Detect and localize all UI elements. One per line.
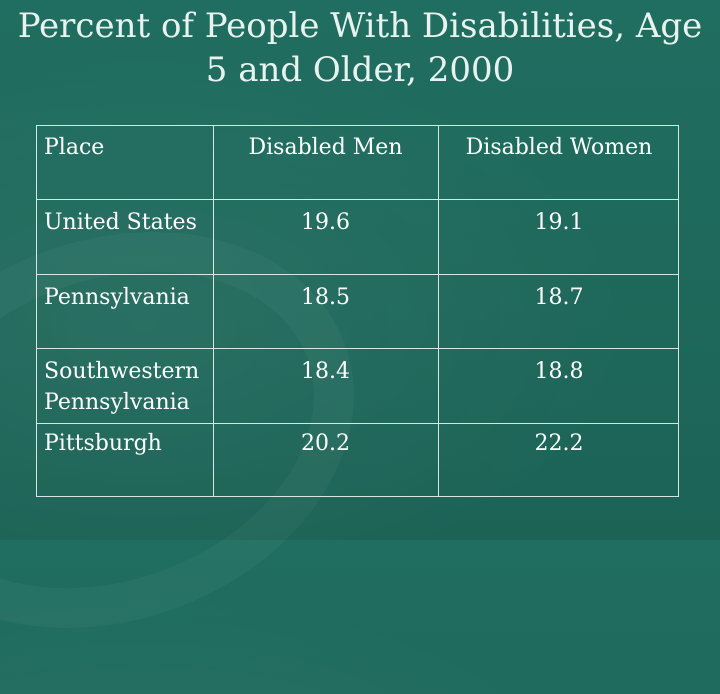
title-line-1: Percent of People With Disabilities, Age xyxy=(17,6,703,46)
header-disabled-men: Disabled Men xyxy=(248,135,403,160)
row-men-value: 18.4 xyxy=(301,359,350,384)
row-divider xyxy=(37,423,678,424)
row-divider xyxy=(37,199,678,200)
row-men-value: 19.6 xyxy=(301,210,350,235)
row-men-value: 18.5 xyxy=(301,285,350,310)
row-place: Southwestern Pennsylvania xyxy=(44,356,199,418)
row-place-line-2: Pennsylvania xyxy=(44,390,190,415)
row-women-value: 18.7 xyxy=(534,285,584,310)
row-place-line-1: Southwestern xyxy=(44,359,200,384)
row-place: Pittsburgh xyxy=(44,431,162,456)
column-divider xyxy=(438,126,439,496)
column-divider xyxy=(213,126,214,496)
header-disabled-women: Disabled Women xyxy=(465,135,653,160)
row-divider xyxy=(37,274,678,275)
slide-title: Percent of People With Disabilities, Age… xyxy=(0,4,720,92)
title-line-2: 5 and Older, 2000 xyxy=(205,50,515,90)
row-women-value: 22.2 xyxy=(534,431,584,456)
disability-table: Place Disabled Men Disabled Women United… xyxy=(36,125,679,497)
row-divider xyxy=(37,348,678,349)
row-place: United States xyxy=(44,210,197,235)
header-place: Place xyxy=(44,135,105,160)
row-women-value: 19.1 xyxy=(534,210,584,235)
row-men-value: 20.2 xyxy=(301,431,350,456)
row-place: Pennsylvania xyxy=(44,285,190,310)
row-women-value: 18.8 xyxy=(534,359,584,384)
